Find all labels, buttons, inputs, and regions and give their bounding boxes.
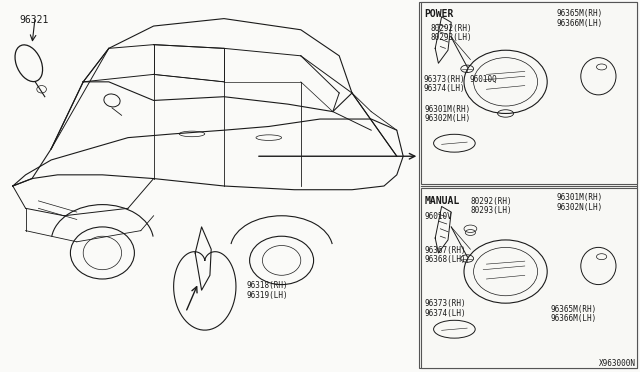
Text: 96368(LH): 96368(LH) xyxy=(424,255,466,264)
Text: POWER: POWER xyxy=(424,9,454,19)
Text: 96302N(LH): 96302N(LH) xyxy=(557,203,603,212)
Text: 96010V: 96010V xyxy=(424,212,452,221)
Text: 96301M(RH): 96301M(RH) xyxy=(424,105,470,114)
Text: 96365M(RH): 96365M(RH) xyxy=(550,305,596,314)
Text: 96367(RH): 96367(RH) xyxy=(424,246,466,254)
Text: 80293(LH): 80293(LH) xyxy=(430,33,472,42)
Bar xyxy=(421,2,637,184)
Text: 96301M(RH): 96301M(RH) xyxy=(557,193,603,202)
Text: 80293(LH): 80293(LH) xyxy=(470,206,512,215)
Text: 96373(RH): 96373(RH) xyxy=(424,75,465,84)
Text: X963000N: X963000N xyxy=(598,359,636,368)
Text: 96366M(LH): 96366M(LH) xyxy=(557,19,603,28)
Text: 96366M(LH): 96366M(LH) xyxy=(550,314,596,323)
Text: 80292(RH): 80292(RH) xyxy=(430,24,472,33)
Text: 96010Q: 96010Q xyxy=(470,75,497,84)
Text: 96374(LH): 96374(LH) xyxy=(424,84,465,93)
Text: 96321: 96321 xyxy=(19,15,49,25)
Text: 96374(LH): 96374(LH) xyxy=(424,309,466,318)
Text: 96365M(RH): 96365M(RH) xyxy=(557,9,603,18)
Text: 96319(LH): 96319(LH) xyxy=(246,291,288,299)
Text: 96302M(LH): 96302M(LH) xyxy=(424,114,470,123)
Text: 96318(RH): 96318(RH) xyxy=(246,281,288,290)
Bar xyxy=(419,2,637,368)
Text: MANUAL: MANUAL xyxy=(424,196,460,206)
Text: 96373(RH): 96373(RH) xyxy=(424,299,466,308)
Bar xyxy=(421,188,637,368)
Text: 80292(RH): 80292(RH) xyxy=(470,197,512,206)
